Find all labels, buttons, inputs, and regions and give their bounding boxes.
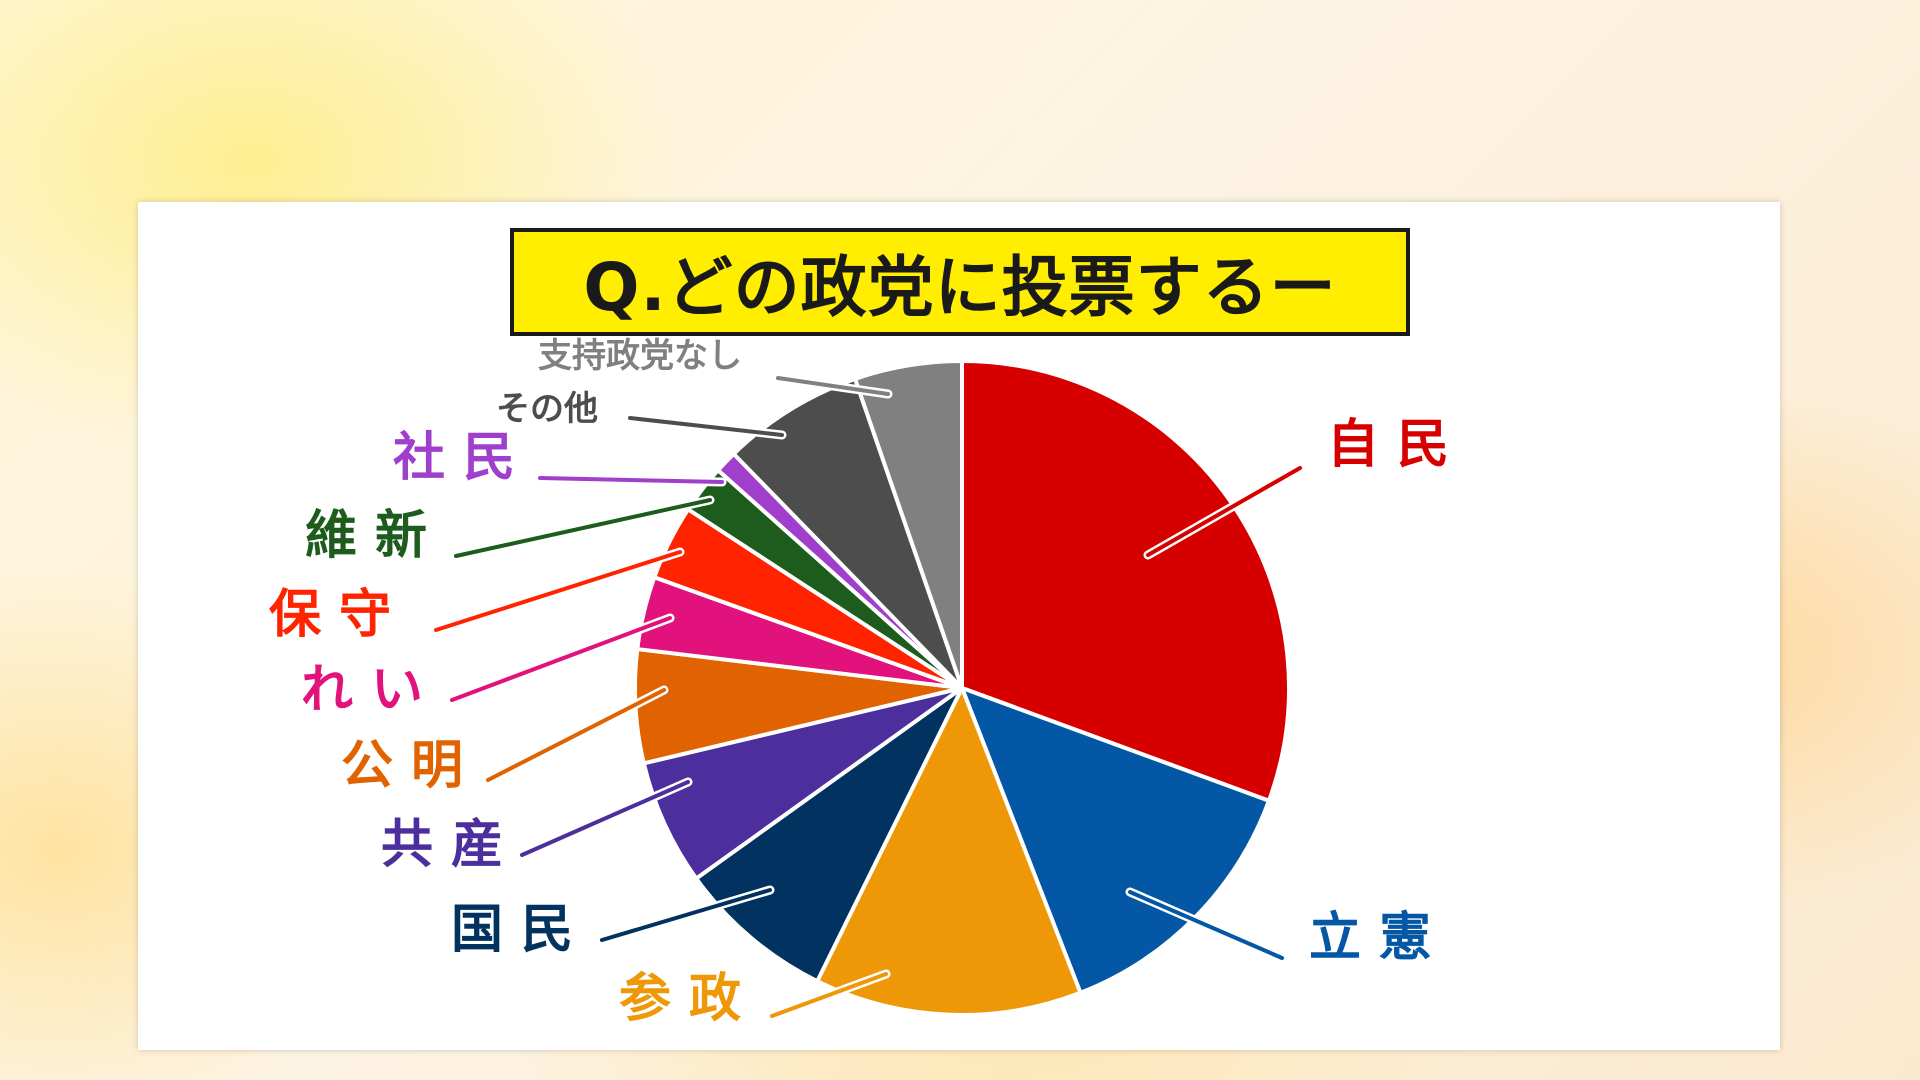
- slice-label: 支持政党なし: [538, 336, 742, 376]
- pie-slice: [641, 686, 964, 881]
- pie-slice: [731, 376, 964, 690]
- slice-label: 国 民: [451, 900, 573, 960]
- pie-slice: [853, 359, 964, 690]
- slice-label: 立 憲: [1309, 908, 1431, 968]
- label-leader-lines: [431, 373, 1305, 1021]
- leader-line: [486, 688, 666, 782]
- slice-label: 保 守: [269, 585, 391, 645]
- leader-line: [628, 416, 784, 437]
- chart-title: Q.どの政党に投票するー: [583, 249, 1337, 326]
- leader-line: [1128, 890, 1284, 960]
- slice-label: 参 政: [619, 969, 741, 1029]
- leader-line: [434, 550, 682, 632]
- slice-label: 社 民: [393, 428, 515, 488]
- leader-line: [1146, 466, 1302, 557]
- slice-label: 公 明: [341, 736, 463, 796]
- title-banner: Q.どの政党に投票するー: [510, 228, 1410, 336]
- slice-label: れ い: [301, 660, 423, 720]
- leader-line: [600, 888, 772, 942]
- slice-label: 維 新: [305, 506, 427, 566]
- leader-line: [520, 780, 690, 857]
- slice-label: 共 産: [381, 815, 503, 875]
- leader-line: [450, 616, 672, 702]
- leader-line: [776, 376, 890, 396]
- leader-line: [454, 498, 712, 558]
- pie-slice: [694, 686, 964, 984]
- slice-label: その他: [496, 389, 598, 429]
- slice-label: 自 民: [1327, 415, 1449, 475]
- pie-slice: [960, 359, 1291, 803]
- leader-line: [538, 476, 724, 484]
- leader-line: [770, 972, 888, 1018]
